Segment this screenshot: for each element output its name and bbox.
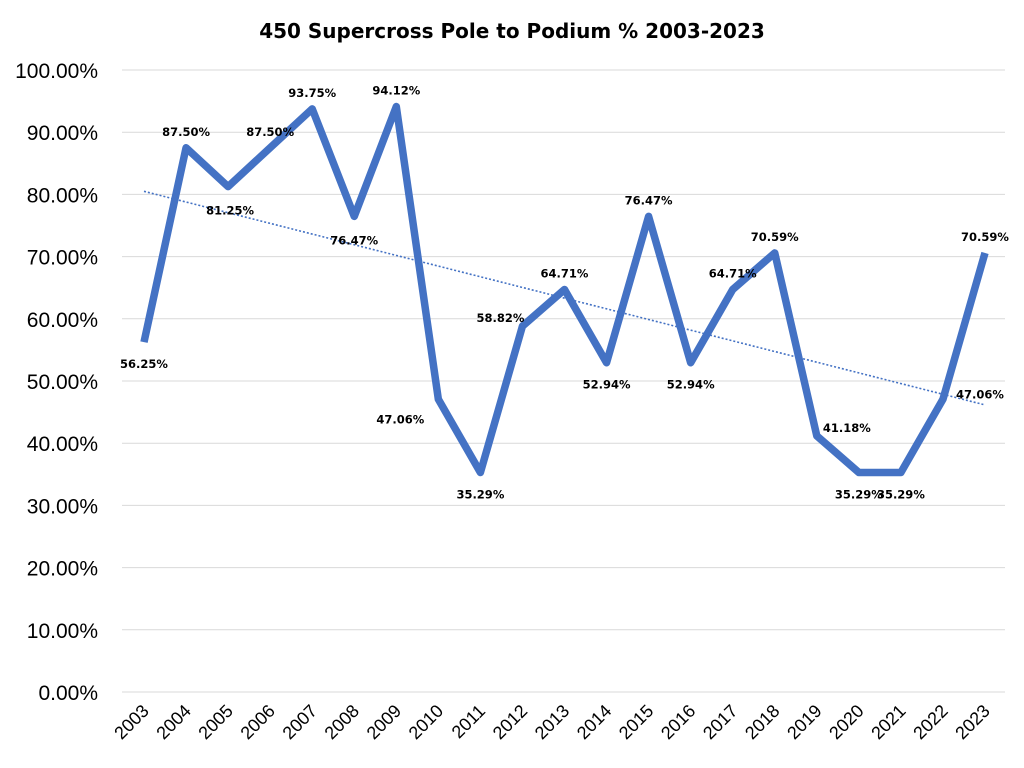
trendline <box>143 190 986 406</box>
x-tick-label: 2020 <box>825 701 867 743</box>
y-tick-label: 50.00% <box>27 371 98 394</box>
x-tick-label: 2013 <box>531 701 573 743</box>
data-label: 35.29% <box>835 487 883 501</box>
x-tick-label: 2023 <box>951 701 993 743</box>
data-label: 56.25% <box>120 357 168 371</box>
y-tick-label: 30.00% <box>27 495 98 518</box>
data-label: 87.50% <box>246 125 294 139</box>
x-tick-label: 2003 <box>110 701 152 743</box>
data-label: 70.59% <box>751 230 799 244</box>
data-label: 41.18% <box>823 421 871 435</box>
x-tick-label: 2018 <box>741 701 783 743</box>
x-tick-label: 2008 <box>321 701 363 743</box>
y-tick-label: 60.00% <box>27 309 98 332</box>
data-label: 76.47% <box>330 233 378 247</box>
data-label: 87.50% <box>162 125 210 139</box>
data-label: 35.29% <box>877 487 925 501</box>
x-tick-label: 2005 <box>194 701 236 743</box>
y-tick-label: 20.00% <box>27 558 98 581</box>
y-tick-label: 80.00% <box>27 184 98 207</box>
x-tick-label: 2016 <box>657 701 699 743</box>
data-label: 70.59% <box>961 230 1009 244</box>
x-tick-label: 2019 <box>783 701 825 743</box>
x-tick-label: 2014 <box>573 701 615 743</box>
data-label: 52.94% <box>667 378 715 392</box>
x-tick-label: 2007 <box>279 701 321 743</box>
data-label: 47.06% <box>376 412 424 426</box>
data-label: 93.75% <box>288 86 336 100</box>
data-labels: 56.25% 87.50% 81.25% 87.50% 93.75% 76.47% 94.1… <box>120 84 1009 502</box>
data-label: 47.06% <box>956 387 1004 401</box>
data-label: 64.71% <box>709 267 757 281</box>
x-tick-label: 2004 <box>152 701 194 743</box>
gridlines <box>122 69 1005 693</box>
data-label: 76.47% <box>625 193 673 207</box>
x-tick-label: 2009 <box>363 701 405 743</box>
data-label: 94.12% <box>372 84 420 98</box>
data-label: 58.82% <box>476 311 524 325</box>
x-tick-label: 2012 <box>489 701 531 743</box>
x-tick-label: 2021 <box>867 701 909 743</box>
data-label: 64.71% <box>541 267 589 281</box>
y-tick-label: 100.00% <box>15 60 98 83</box>
chart-title: 450 Supercross Pole to Podium % 2003-202… <box>259 19 765 43</box>
x-tick-label: 2010 <box>405 701 447 743</box>
x-tick-label: 2015 <box>615 701 657 743</box>
x-tick-label: 2022 <box>909 701 951 743</box>
y-tick-label: 0.00% <box>38 682 98 705</box>
y-tick-label: 10.00% <box>27 620 98 643</box>
y-tick-label: 90.00% <box>27 122 98 145</box>
data-label: 81.25% <box>206 204 254 218</box>
data-label: 52.94% <box>583 378 631 392</box>
x-tick-label: 2006 <box>237 701 279 743</box>
y-tick-label: 40.00% <box>27 433 98 456</box>
x-tick-label: 2011 <box>448 701 490 743</box>
y-tick-label: 70.00% <box>27 247 98 270</box>
data-label: 35.29% <box>456 487 504 501</box>
y-axis: 0.00% 10.00% 20.00% 30.00% 40.00% 50.00% 60.00… <box>15 60 98 705</box>
x-tick-label: 2017 <box>699 701 741 743</box>
x-axis: 2003 2004 2005 2006 2007 2008 2009 2010 2011 2012… <box>110 701 993 743</box>
